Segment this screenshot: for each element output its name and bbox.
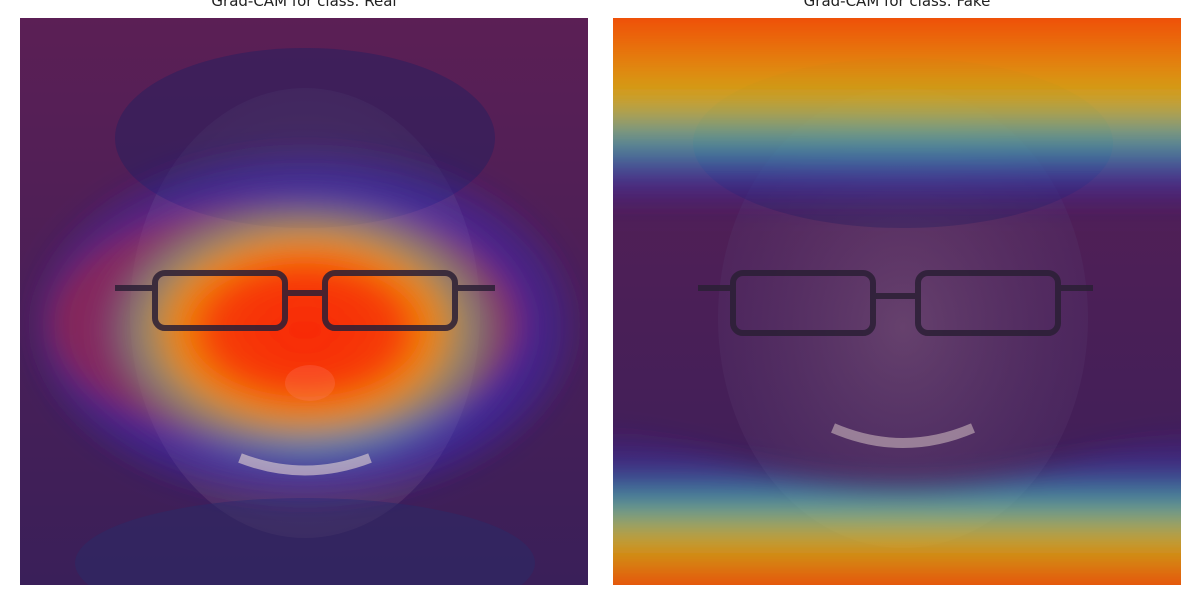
glasses <box>115 270 495 331</box>
heatmap-overlay <box>35 148 575 498</box>
gradcam-real-image <box>20 18 588 585</box>
panel-title: Grad-CAM for class: Fake <box>803 0 991 10</box>
gradcam-real-panel: Grad-CAM for class: Real <box>20 0 588 585</box>
image-canvas <box>613 18 1181 585</box>
gradcam-fake-image <box>613 18 1181 585</box>
nose <box>285 365 335 401</box>
gradcam-fake-panel: Grad-CAM for class: Fake <box>613 0 1181 585</box>
smile <box>238 453 372 476</box>
smile <box>831 423 975 448</box>
heatmap-overlay <box>613 18 1181 585</box>
image-canvas <box>20 18 588 585</box>
panel-title: Grad-CAM for class: Real <box>211 0 397 10</box>
glasses <box>698 270 1093 336</box>
shirt <box>75 498 535 585</box>
